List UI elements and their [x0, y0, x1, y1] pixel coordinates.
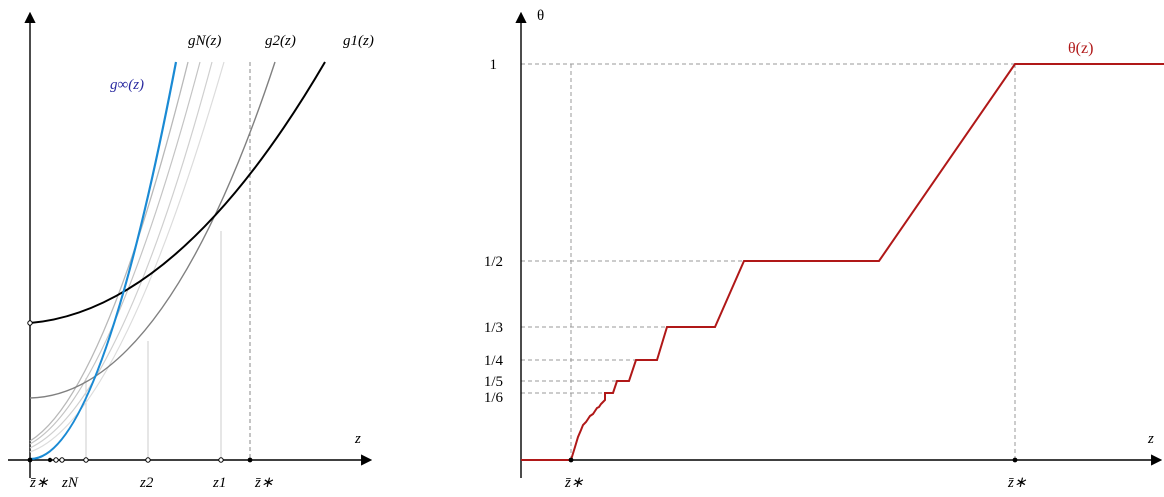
label-axis-theta: θ [537, 8, 544, 24]
left-panel: g∞(z) gN(z) g2(z) g1(z) z z̄∗ zN z2 z1 z… [8, 11, 374, 491]
label-g-1: g1(z) [343, 33, 374, 49]
label-g-2: g2(z) [265, 33, 296, 49]
curve-theta [521, 63, 1164, 461]
tick-theta-third: 1/3 [484, 320, 503, 336]
tick-theta-half: 1/2 [484, 254, 503, 270]
tick-z-lower-right: z̄∗ [564, 475, 584, 491]
tick-theta-sixth: 1/6 [484, 390, 504, 406]
point-z-upper-right [1012, 457, 1018, 463]
tick-theta-quarter: 1/4 [484, 353, 504, 369]
tick-z-n: zN [61, 475, 79, 491]
right-panel: θ(z) θ z 1 1/2 1/3 1/4 1/5 1/6 z̄∗ z̄∗ [484, 8, 1164, 491]
curve-g-infinity [29, 61, 178, 461]
point-z-lower [27, 457, 33, 463]
curve-g-n [29, 61, 189, 442]
label-g-infinity: g∞(z) [110, 77, 144, 93]
point-z-n [83, 457, 89, 463]
tick-z-2: z2 [139, 475, 154, 491]
tick-z-1: z1 [212, 475, 226, 491]
curve-g-n-faint-3 [29, 61, 225, 453]
curve-g-n-faint-2 [29, 61, 213, 449]
point-g1-intercept [27, 320, 33, 326]
point-dot-1 [47, 457, 53, 463]
label-g-n: gN(z) [188, 33, 221, 49]
point-z-lower-right [568, 457, 574, 463]
label-axis-z-left: z [354, 431, 361, 447]
point-z-1 [218, 457, 224, 463]
tick-z-lower-left: z̄∗ [29, 475, 49, 491]
tick-theta-1: 1 [490, 57, 498, 73]
tick-theta-fifth: 1/5 [484, 374, 503, 390]
point-dot-3 [59, 457, 65, 463]
curve-g-n-faint-1 [29, 61, 201, 445]
tick-z-upper-left: z̄∗ [254, 475, 274, 491]
point-dot-2 [53, 457, 59, 463]
point-z-2 [145, 457, 151, 463]
curve-g-2 [29, 61, 276, 399]
label-theta-curve: θ(z) [1068, 40, 1093, 57]
point-z-upper [247, 457, 253, 463]
tick-z-upper-right: z̄∗ [1007, 475, 1027, 491]
curve-g-1 [29, 61, 326, 324]
label-axis-z-right: z [1147, 431, 1154, 447]
